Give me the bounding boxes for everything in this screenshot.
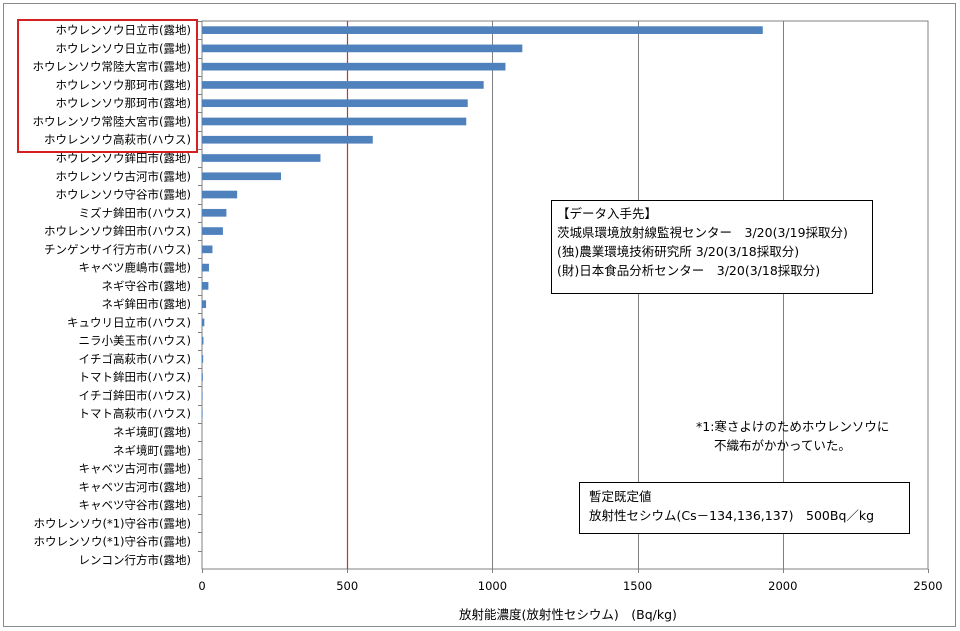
chart-frame: ホウレンソウ日立市(露地) ホウレンソウ日立市(露地) ホウレンソウ常陸大宮市(露地…	[3, 3, 956, 627]
limit-value: 放射性セシウム(Cs－134,136,137) 500Bq／kg	[589, 508, 875, 523]
footnote-line-1: *1:寒さよけのためホウレンソウに	[696, 419, 890, 434]
x-tick-label: 1500	[623, 579, 652, 593]
x-tick-label: 1000	[478, 579, 507, 593]
category-label: ネギ鉾田市(露地)	[102, 297, 191, 311]
footnote: *1:寒さよけのためホウレンソウに 不織布がかかっていた。	[696, 417, 889, 455]
bar	[202, 409, 203, 418]
x-tick-label: 2000	[768, 579, 797, 593]
bar	[202, 26, 763, 34]
bar	[202, 99, 468, 108]
category-label: トマト鉾田市(ハウス)	[79, 370, 191, 384]
category-label: ホウレンソウ高萩市(ハウス)	[44, 133, 191, 147]
footnote-line-2: 不織布がかかっていた。	[714, 438, 851, 453]
source-line: (独)農業環境技術研究所 3/20(3/18採取分)	[557, 244, 800, 259]
category-label: キャベツ古河市(露地)	[79, 462, 191, 476]
category-label: ネギ境町(露地)	[113, 425, 191, 439]
plot-area	[201, 20, 929, 570]
bar	[202, 391, 203, 400]
category-label: キャベツ鹿嶋市(露地)	[79, 261, 191, 275]
provisional-limit-box: 暫定既定値 放射性セシウム(Cs－134,136,137) 500Bq／kg	[579, 482, 910, 534]
category-label: レンコン行方市(露地)	[79, 553, 191, 567]
x-tick-label: 500	[336, 579, 358, 593]
data-source-box: 【データ入手先】 茨城県環境放射線監視センター 3/20(3/19採取分) (独…	[551, 200, 873, 294]
category-label: ホウレンソウ日立市(露地)	[56, 41, 191, 55]
bar	[202, 81, 484, 89]
source-line: (財)日本食品分析センター 3/20(3/18採取分)	[557, 263, 821, 278]
category-label: キュウリ日立市(ハウス)	[67, 315, 191, 329]
source-line: 茨城県環境放射線監視センター 3/20(3/19採取分)	[557, 225, 848, 240]
category-label: ホウレンソウ日立市(露地)	[56, 23, 191, 37]
category-label: トマト高萩市(ハウス)	[79, 407, 191, 421]
bar	[202, 282, 209, 290]
category-label: ホウレンソウ鉾田市(露地)	[56, 151, 191, 165]
bar	[202, 318, 205, 327]
bar	[202, 373, 203, 382]
limit-title: 暫定既定値	[589, 489, 652, 504]
bar	[202, 300, 207, 308]
category-label: ネギ守谷市(露地)	[102, 279, 191, 293]
bar	[202, 227, 223, 235]
category-label: イチゴ鉾田市(ハウス)	[79, 388, 191, 402]
highlight-box	[17, 19, 198, 153]
bar	[202, 172, 281, 181]
category-label: ホウレンソウ那珂市(露地)	[56, 78, 191, 92]
category-label: イチゴ高萩市(ハウス)	[79, 352, 191, 366]
bar	[202, 208, 227, 217]
category-label: ホウレンソウ守谷市(露地)	[56, 188, 191, 202]
category-label: ホウレンソウ(*1)守谷市(露地)	[33, 516, 191, 530]
category-label: ホウレンソウ那珂市(露地)	[56, 96, 191, 110]
x-tick-label: 2500	[913, 579, 942, 593]
category-label: ミズナ鉾田市(ハウス)	[79, 206, 191, 220]
bar	[202, 245, 213, 254]
bar	[202, 336, 204, 345]
category-label: ホウレンソウ(*1)守谷市(露地)	[33, 535, 191, 549]
category-label: ニラ小美玉市(ハウス)	[79, 334, 191, 348]
bar	[202, 263, 209, 272]
category-label: ホウレンソウ常陸大宮市(露地)	[33, 60, 191, 74]
bar	[202, 117, 467, 126]
bar	[202, 355, 204, 363]
x-axis-title: 放射能濃度(放射性セシウム) (Bq/kg)	[459, 607, 677, 622]
bar	[202, 135, 373, 144]
category-label: ホウレンソウ常陸大宮市(露地)	[33, 114, 191, 128]
category-label: ホウレンソウ古河市(露地)	[56, 169, 191, 183]
source-line: 【データ入手先】	[557, 206, 658, 221]
category-label: チンゲンサイ行方市(ハウス)	[44, 242, 191, 256]
bar	[202, 190, 238, 199]
chart-svg: ホウレンソウ日立市(露地) ホウレンソウ日立市(露地) ホウレンソウ常陸大宮市(露地…	[33, 20, 943, 593]
category-label: キャベツ古河市(露地)	[79, 480, 191, 494]
x-tick-label: 0	[198, 579, 205, 593]
category-label: ホウレンソウ鉾田市(ハウス)	[44, 224, 191, 238]
bar	[202, 44, 523, 53]
bar	[202, 154, 321, 162]
category-label: ネギ境町(露地)	[113, 443, 191, 457]
bar	[202, 62, 506, 71]
category-label: キャベツ守谷市(露地)	[79, 498, 191, 512]
